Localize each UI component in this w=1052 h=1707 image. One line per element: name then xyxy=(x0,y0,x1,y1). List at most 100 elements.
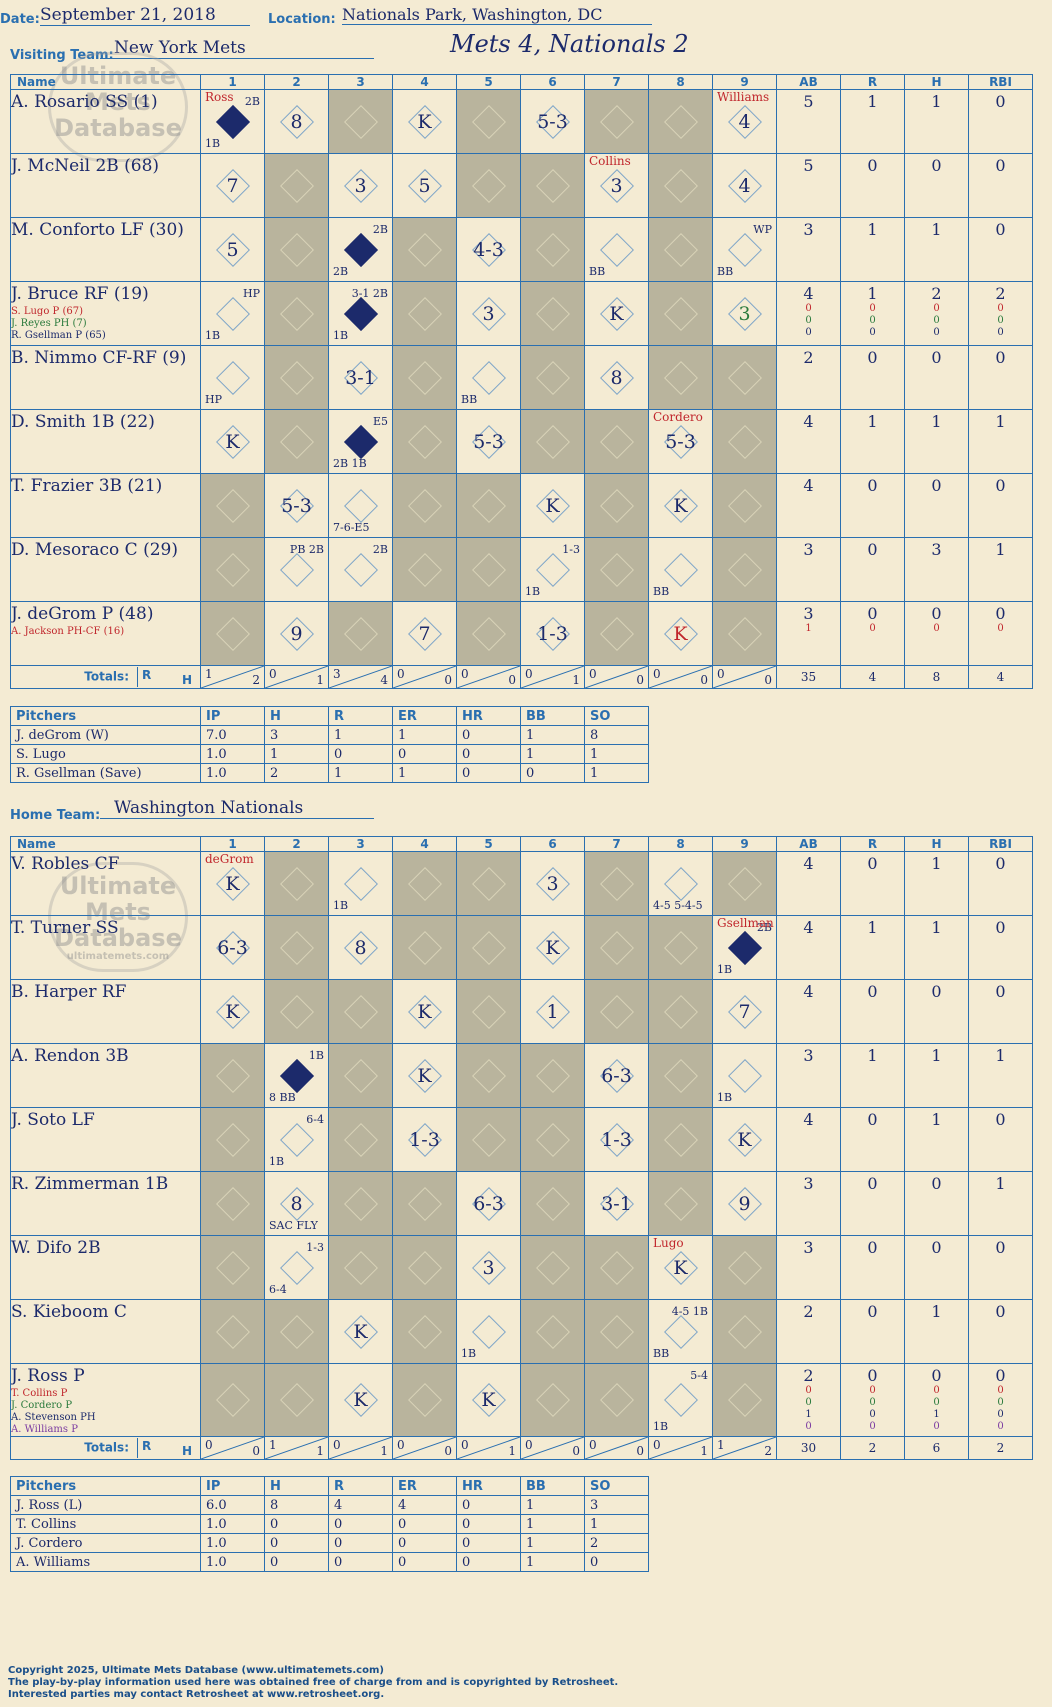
inning-total-divider xyxy=(585,1437,648,1459)
batter-name: A. Rendon 3B xyxy=(10,1043,201,1108)
base-diamond xyxy=(279,866,314,901)
base-diamond xyxy=(727,360,762,395)
play-result: K xyxy=(545,936,560,959)
play-cell: 2B 1B Ross xyxy=(200,89,265,154)
batter-name: B. Nimmo CF-RF (9) xyxy=(10,345,201,410)
stat-value: 0 xyxy=(931,476,942,495)
substitute-stat: 0 xyxy=(869,1385,876,1396)
runs-key: R xyxy=(142,668,152,682)
team-total: 8 xyxy=(904,665,969,689)
inning-header: 3 xyxy=(328,836,393,852)
inning-hits: 2 xyxy=(764,1444,772,1458)
pitching-stat: 1 xyxy=(584,744,649,764)
pitching-stat: 0 xyxy=(392,744,457,764)
base-diamond xyxy=(407,930,442,965)
batter-stat: 4 xyxy=(776,1107,841,1172)
play-result: K xyxy=(417,1064,432,1087)
pitcher-row: T. Collins 1.0 0 0 0 0 1 1 xyxy=(10,1514,649,1534)
inning-header: 5 xyxy=(456,836,521,852)
play-note-bottom: 7-6-E5 xyxy=(333,521,370,534)
base-diamond xyxy=(279,424,314,459)
stat-value: 0 xyxy=(995,918,1006,937)
play-note-bottom: 2B 1B xyxy=(333,457,367,470)
base-diamond xyxy=(471,994,506,1029)
play-cell xyxy=(648,89,713,154)
play-cell: K xyxy=(200,979,265,1044)
play-note-bottom: 1B xyxy=(525,585,541,598)
stat-value: 1 xyxy=(867,284,878,303)
base-diamond xyxy=(471,168,506,203)
substitute-name: J. Cordero P xyxy=(11,1400,73,1411)
base-diamond xyxy=(727,1314,762,1349)
play-cell: 6-3 xyxy=(200,915,265,980)
pitching-stat: 3 xyxy=(584,1495,649,1515)
stat-value: 3 xyxy=(803,1174,814,1193)
play-cell: 4-3 xyxy=(456,217,521,282)
batter-stat: 1 xyxy=(904,1299,969,1364)
play-note-bottom: 1B xyxy=(269,1155,285,1168)
stat-value: 0 xyxy=(931,348,942,367)
base-diamond xyxy=(471,866,506,901)
substitute-stat: 0 xyxy=(805,303,812,314)
base-diamond xyxy=(215,1058,250,1093)
play-cell xyxy=(392,915,457,980)
base-diamond xyxy=(663,360,698,395)
base-diamond xyxy=(471,1122,506,1157)
play-note-bottom: 6-4 xyxy=(269,1283,287,1296)
stat-value: 0 xyxy=(867,1302,878,1321)
play-cell: 5-3 xyxy=(520,89,585,154)
pitching-header: BB xyxy=(520,1476,585,1496)
stat-value: 0 xyxy=(867,156,878,175)
play-cell xyxy=(392,1235,457,1300)
base-diamond xyxy=(215,1250,250,1285)
substitute-stats: 1 xyxy=(778,623,840,635)
play-cell xyxy=(200,537,265,602)
batter-row: B. Harper RF K K 1 7 4 0 0 0 xyxy=(10,979,1033,1044)
pitching-stat: 0 xyxy=(328,744,393,764)
footer-copyright: Copyright 2025, Ultimate Mets Database (… xyxy=(8,1665,384,1676)
batter-name: J. Soto LF xyxy=(10,1107,201,1172)
team-total: 6 xyxy=(904,1436,969,1460)
inning-hits: 0 xyxy=(508,673,516,687)
footer-contact: Interested parties may contact Retroshee… xyxy=(8,1689,385,1700)
pitching-stat: 3 xyxy=(264,725,329,745)
stat-value: 4 xyxy=(803,1110,814,1129)
stat-value: 0 xyxy=(867,604,878,623)
pitching-stat: 1.0 xyxy=(200,1514,265,1534)
base-diamond xyxy=(471,616,506,651)
pitching-stat: 1.0 xyxy=(200,744,265,764)
play-cell xyxy=(456,601,521,666)
play-cell: 1-3 xyxy=(520,601,585,666)
runs-key: R xyxy=(142,1439,152,1453)
batter-name: J. Bruce RF (19) S. Lugo P (67) J. Reyes P… xyxy=(10,281,201,346)
play-note-top: 3-1 2B xyxy=(351,287,388,300)
stat-value: 4 xyxy=(803,918,814,937)
batter-row: S. Kieboom C K 1B 4-5 1B BB 2 0 1 0 xyxy=(10,1299,1033,1364)
play-note-bottom: BB xyxy=(717,265,734,278)
stat-value: 3 xyxy=(803,220,814,239)
play-cell: E5 2B 1B xyxy=(328,409,393,474)
stat-value: 1 xyxy=(995,412,1006,431)
base-diamond xyxy=(535,360,570,395)
play-cell xyxy=(648,915,713,980)
play-cell xyxy=(648,217,713,282)
stat-value: 2 xyxy=(803,1302,814,1321)
play-cell: 3 xyxy=(456,1235,521,1300)
play-cell: 3-1 xyxy=(328,345,393,410)
batter-stat: 2 xyxy=(776,1299,841,1364)
play-cell: 1B xyxy=(328,851,393,916)
substitute-stat: 0 xyxy=(805,1385,812,1396)
inning-total-divider xyxy=(329,666,392,688)
batter-stat: 0 xyxy=(840,1171,905,1236)
home-team-name: Washington Nationals xyxy=(100,798,374,819)
play-cell: K xyxy=(456,1363,521,1437)
inning-runs: 1 xyxy=(269,1438,277,1452)
play-result: 6-3 xyxy=(473,1192,504,1215)
play-cell: 1-3 6-4 xyxy=(264,1235,329,1300)
pitchers-header-row: Pitchers IP H R ER HR BB SO xyxy=(10,706,649,726)
